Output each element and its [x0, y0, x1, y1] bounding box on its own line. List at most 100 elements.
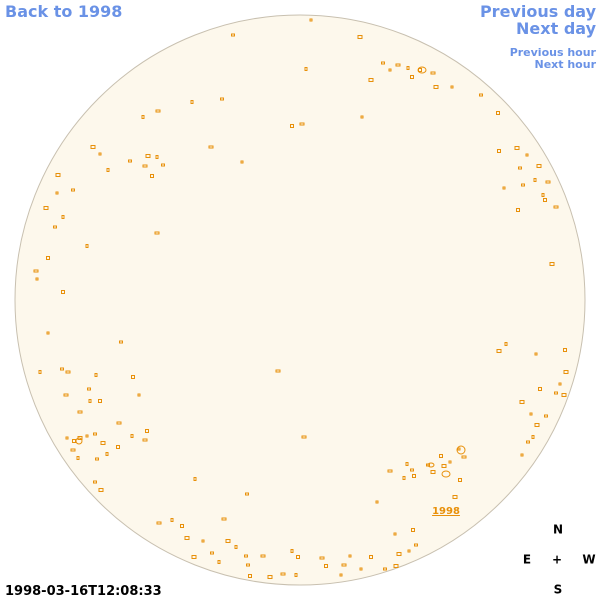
- magnetic-contour: [412, 474, 416, 478]
- timestamp: 1998-03-16T12:08:33: [5, 584, 162, 599]
- magnetic-contour: [395, 63, 401, 67]
- magnetic-contour: [304, 67, 308, 71]
- magnetic-contour: [387, 469, 393, 473]
- next-day-link[interactable]: Next day: [516, 19, 597, 38]
- magnetic-contour: [155, 155, 159, 159]
- magnetic-contour: [516, 208, 520, 212]
- magnetic-contour: [543, 198, 547, 202]
- region-label[interactable]: 1998: [432, 506, 460, 517]
- magnetic-contour: [190, 100, 194, 104]
- magnetic-contour: [208, 145, 214, 149]
- magnetic-contour: [410, 468, 414, 472]
- magnetic-contour: [93, 432, 97, 436]
- magnetic-contour: [85, 434, 89, 438]
- magnetic-contour: [417, 66, 427, 74]
- magnetic-contour: [156, 521, 162, 525]
- magnetic-contour: [290, 549, 294, 553]
- next-hour-link[interactable]: Next hour: [535, 58, 597, 71]
- magnetic-contour: [141, 115, 145, 119]
- magnetic-contour: [529, 412, 533, 416]
- magnetic-contour: [248, 574, 252, 578]
- magnetic-contour: [381, 61, 385, 65]
- magnetic-contour: [301, 435, 307, 439]
- magnetic-contour: [458, 478, 462, 482]
- magnetic-contour: [541, 193, 545, 197]
- magnetic-contour: [558, 382, 562, 386]
- magnetic-contour: [526, 440, 530, 444]
- magnetic-contour: [142, 438, 148, 442]
- magnetic-contour: [130, 434, 134, 438]
- magnetic-contour: [35, 277, 39, 281]
- magnetic-contour: [545, 180, 551, 184]
- magnetic-contour: [549, 262, 555, 266]
- magnetic-contour: [504, 342, 508, 346]
- magnetic-contour: [87, 387, 91, 391]
- magnetic-contour: [497, 149, 501, 153]
- magnetic-contour: [180, 524, 184, 528]
- magnetic-contour: [131, 375, 135, 379]
- magnetic-contour: [145, 154, 151, 158]
- magnetic-contour: [536, 164, 542, 168]
- magnetic-contour: [210, 551, 214, 555]
- compass-center: +: [552, 553, 562, 567]
- magnetic-contour: [393, 532, 397, 536]
- magnetic-contour: [94, 373, 98, 377]
- magnetic-contour: [184, 536, 190, 540]
- magnetic-contour: [55, 191, 59, 195]
- magnetic-contour: [525, 153, 529, 157]
- previous-day-link[interactable]: Previous day: [480, 2, 597, 21]
- magnetic-contour: [457, 447, 461, 451]
- magnetic-contour: [225, 539, 231, 543]
- magnetic-contour: [496, 349, 502, 353]
- magnetic-contour: [452, 495, 458, 499]
- magnetic-contour: [341, 563, 347, 567]
- magnetic-contour: [348, 554, 352, 558]
- magnetic-contour: [46, 331, 50, 335]
- magnetic-contour: [563, 348, 567, 352]
- magnetic-contour: [357, 35, 363, 39]
- magnetic-contour: [150, 174, 154, 178]
- magnetic-contour: [360, 115, 364, 119]
- magnetic-contour: [514, 146, 520, 150]
- magnetic-contour: [439, 454, 443, 458]
- back-link[interactable]: Back to 1998: [5, 2, 122, 21]
- magnetic-contour: [410, 75, 414, 79]
- magnetic-contour: [402, 476, 406, 480]
- magnetic-contour: [296, 555, 300, 559]
- magnetic-contour: [479, 93, 483, 97]
- magnetic-contour: [519, 400, 525, 404]
- magnetic-contour: [521, 183, 525, 187]
- magnetic-contour: [88, 399, 92, 403]
- magnetic-contour: [70, 448, 76, 452]
- magnetic-contour: [191, 555, 197, 559]
- magnetic-contour: [106, 168, 110, 172]
- previous-hour-link[interactable]: Previous hour: [510, 46, 597, 59]
- compass-west: W: [582, 553, 595, 567]
- magnetic-contour: [98, 152, 102, 156]
- magnetic-contour: [538, 387, 542, 391]
- magnetic-contour: [154, 231, 160, 235]
- magnetic-contour: [533, 178, 537, 182]
- magnetic-contour: [53, 225, 57, 229]
- magnetic-contour: [294, 573, 298, 577]
- magnetic-contour: [245, 492, 249, 496]
- magnetic-contour: [375, 500, 379, 504]
- magnetic-contour: [502, 186, 506, 190]
- magnetic-contour: [368, 78, 374, 82]
- magnetic-contour: [441, 470, 451, 478]
- magnetic-contour: [217, 560, 221, 564]
- magnetic-contour: [193, 477, 197, 481]
- magnetic-contour: [60, 367, 64, 371]
- magnetic-contour: [231, 33, 235, 37]
- magnetic-contour: [61, 215, 65, 219]
- magnetic-contour: [309, 18, 313, 22]
- magnetic-contour: [520, 453, 524, 457]
- magnetic-contour: [461, 455, 467, 459]
- magnetic-contour: [554, 391, 558, 395]
- magnetic-contour: [290, 124, 294, 128]
- magnetic-contour: [116, 445, 120, 449]
- compass-north: N: [553, 523, 563, 537]
- magnetic-contour: [234, 545, 238, 549]
- magnetic-contour: [128, 159, 132, 163]
